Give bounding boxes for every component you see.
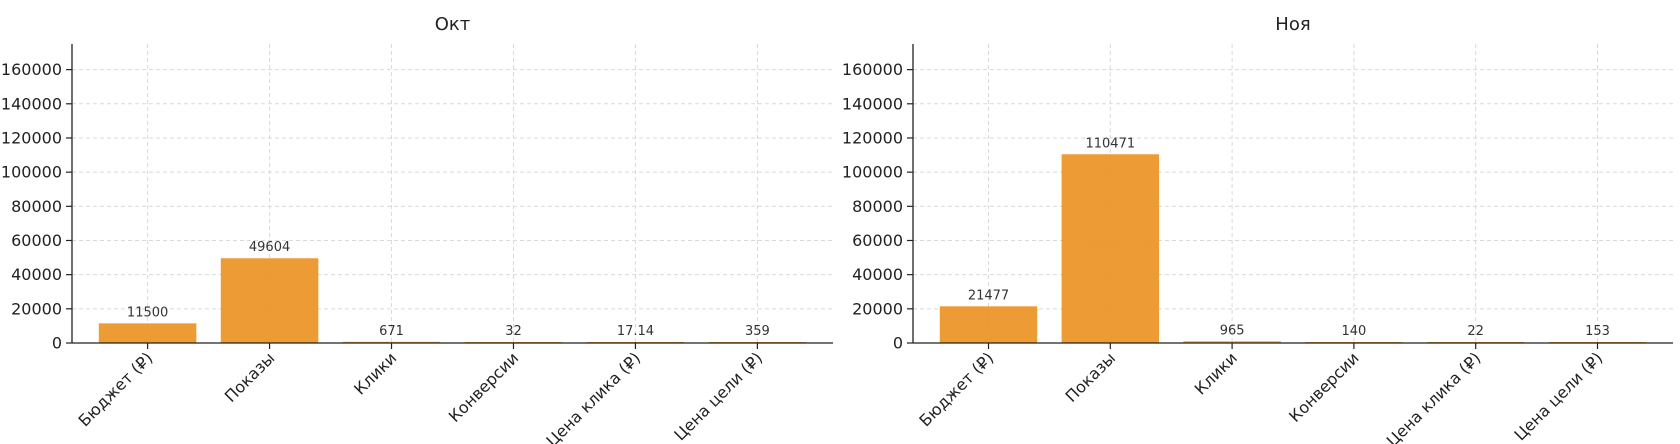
x-tick-label: Цена клика (₽) [542,348,644,444]
y-tick-label: 60000 [852,231,903,250]
x-tick-label: Конверсии [1285,348,1363,426]
x-tick-label: Конверсии [445,348,523,426]
y-tick-label: 100000 [842,163,903,182]
y-tick-label: 100000 [1,163,62,182]
y-tick-label: 160000 [842,60,903,79]
bar-value-label: 17.14 [617,324,654,339]
y-tick-label: 140000 [842,94,903,113]
x-tick-label: Цена клика (₽) [1383,348,1485,444]
bar-value-label: 140 [1341,324,1366,339]
x-tick-label: Показы [1062,348,1120,406]
y-tick-label: 160000 [1,60,62,79]
bar-value-label: 965 [1220,323,1245,338]
bar-value-label: 671 [379,324,404,339]
bar[interactable] [220,258,319,343]
bar-value-label: 11500 [127,305,168,320]
chart-panel-oct: Окт 0 20000 40000 60000 80000 100000 120000 1400… [1,14,833,444]
bar-value-label: 359 [745,324,770,339]
bar[interactable] [1183,341,1281,343]
bar-value-label: 22 [1467,324,1484,339]
y-tick-label: 0 [52,334,62,353]
y-tick-label: 20000 [11,299,62,318]
y-tick-label: 40000 [852,265,903,284]
chart-panel-nov: Ноя 0 20000 40000 60000 80000 100000 120000 1400… [842,14,1673,444]
y-tick-label: 140000 [1,94,62,113]
y-tick-label: 40000 [11,265,62,284]
bar[interactable] [939,306,1038,343]
chart-title: Ноя [1275,14,1310,35]
x-tick-label: Клики [1191,348,1241,398]
x-tick-label: Клики [350,348,400,398]
y-tick-label: 120000 [1,128,62,147]
y-tick-label: 80000 [11,197,62,216]
y-tick-label: 80000 [852,197,903,216]
bar[interactable] [98,323,197,343]
bar-value-label: 21477 [968,288,1009,303]
x-tick-label: Показы [221,348,279,406]
y-tick-label: 0 [893,334,903,353]
bar[interactable] [1061,154,1160,343]
y-tick-label: 120000 [842,128,903,147]
x-tick-label: Цена цели (₽) [1510,348,1606,444]
bar-value-label: 153 [1585,324,1610,339]
bar-value-label: 32 [505,324,522,339]
x-tick-label: Бюджет (₽) [75,348,157,430]
y-tick-label: 20000 [852,299,903,318]
x-tick-label: Бюджет (₽) [915,348,997,430]
bar-value-label: 110471 [1085,136,1135,151]
y-tick-label: 60000 [11,231,62,250]
bar-value-label: 49604 [249,240,290,255]
x-tick-label: Цена цели (₽) [670,348,766,444]
chart-title: Окт [435,14,471,35]
